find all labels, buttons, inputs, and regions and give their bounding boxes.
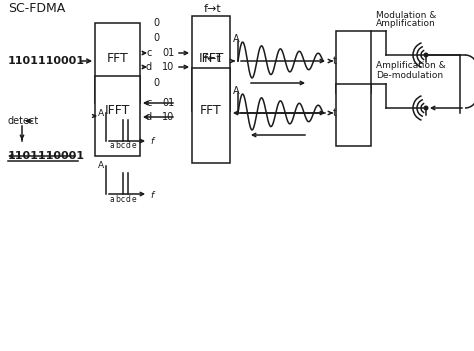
Text: De-modulation: De-modulation <box>376 71 443 79</box>
Text: Amplification &: Amplification & <box>376 61 446 71</box>
Text: IFFT: IFFT <box>198 52 224 65</box>
Text: e: e <box>132 141 137 151</box>
Text: 01: 01 <box>162 98 174 108</box>
Bar <box>192 68 230 163</box>
Bar <box>192 16 230 111</box>
Text: IFFT: IFFT <box>105 105 130 118</box>
Text: FFT: FFT <box>107 52 128 65</box>
Text: 0: 0 <box>153 33 159 43</box>
Text: 0: 0 <box>153 18 159 28</box>
Text: f←t: f←t <box>204 54 222 64</box>
Text: f: f <box>150 191 154 199</box>
Bar <box>95 23 140 103</box>
Text: a: a <box>109 141 114 151</box>
Text: 10: 10 <box>162 112 174 122</box>
Text: 01: 01 <box>162 48 174 58</box>
Text: t: t <box>333 108 337 118</box>
Text: c: c <box>146 98 152 108</box>
Text: A: A <box>98 108 104 118</box>
Text: f→t: f→t <box>204 4 222 14</box>
Text: c: c <box>146 48 152 58</box>
Bar <box>336 31 371 93</box>
Text: d: d <box>126 141 131 151</box>
Text: b: b <box>115 194 120 204</box>
Text: d: d <box>126 194 131 204</box>
Text: d: d <box>146 62 152 72</box>
Text: b: b <box>115 141 120 151</box>
Text: 1101110001: 1101110001 <box>8 56 85 66</box>
Text: Modulation &: Modulation & <box>376 11 437 20</box>
Text: c: c <box>121 141 125 151</box>
Text: 10: 10 <box>162 62 174 72</box>
Circle shape <box>424 53 428 57</box>
Text: 1101110001: 1101110001 <box>8 151 85 161</box>
Bar <box>336 84 371 146</box>
Text: Amplification: Amplification <box>376 20 436 28</box>
Text: FFT: FFT <box>200 104 222 117</box>
Text: A: A <box>233 86 239 96</box>
Text: a: a <box>109 194 114 204</box>
Text: d: d <box>146 112 152 122</box>
Circle shape <box>424 106 428 110</box>
Text: detect: detect <box>8 116 39 126</box>
Text: c: c <box>121 194 125 204</box>
Text: t: t <box>333 56 337 66</box>
Text: e: e <box>132 194 137 204</box>
Text: A: A <box>233 34 239 44</box>
Text: f: f <box>150 138 154 146</box>
Bar <box>95 76 140 156</box>
Text: A: A <box>98 161 104 171</box>
Text: 0: 0 <box>153 78 159 88</box>
Text: SC-FDMA: SC-FDMA <box>8 2 65 15</box>
